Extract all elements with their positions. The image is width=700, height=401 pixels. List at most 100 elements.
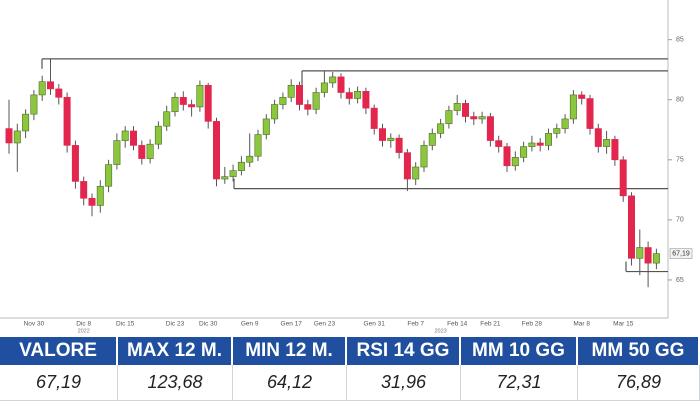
candle-body — [22, 113, 30, 132]
candle-body — [138, 145, 146, 159]
y-tick-label: 80 — [676, 97, 684, 104]
candle-body — [246, 155, 254, 163]
candle-body — [312, 92, 320, 110]
x-tick-label: Mar 8 — [573, 321, 590, 328]
year-label: 2022 — [78, 328, 90, 334]
table-cell: 123,68 — [118, 365, 233, 401]
candle-body — [105, 164, 113, 187]
x-tick-label: Feb 7 — [407, 321, 424, 328]
table-header: MAX 12 M. — [118, 337, 233, 365]
x-tick-label: Feb 21 — [480, 321, 501, 328]
x-tick-label: Feb 28 — [522, 321, 543, 328]
candle-body — [403, 152, 411, 180]
table-cell: 72,31 — [461, 365, 578, 401]
candle-body — [204, 85, 212, 122]
candle-body — [544, 133, 552, 146]
candle-body — [287, 85, 295, 98]
candle-body — [80, 181, 88, 199]
candle-body — [437, 123, 445, 134]
candle-body — [146, 143, 154, 159]
y-tick-label: 70 — [676, 217, 684, 224]
table-cell: 31,96 — [347, 365, 461, 401]
candle-body — [627, 195, 635, 259]
candle-body — [603, 139, 611, 147]
candle-body — [121, 130, 129, 141]
x-tick-label: Dic 30 — [199, 321, 218, 328]
candle-body — [337, 76, 345, 93]
table-header: RSI 14 GG — [347, 337, 461, 365]
candle-body — [329, 76, 337, 84]
candle-body — [188, 104, 196, 108]
last-price-label: 67,19 — [672, 250, 690, 257]
candle-body — [229, 170, 237, 177]
candle-body — [179, 97, 187, 105]
table-header: MIN 12 M. — [233, 337, 347, 365]
candle-body — [486, 116, 494, 141]
candle-body — [362, 91, 370, 109]
candle-body — [561, 118, 569, 129]
candle-body — [470, 116, 478, 120]
candle-body — [213, 121, 221, 180]
table-cell: 76,89 — [578, 365, 700, 401]
candle-body — [553, 128, 561, 134]
candle-body — [130, 130, 138, 146]
candle-body — [378, 128, 386, 141]
x-tick-label: Feb 14 — [447, 321, 468, 328]
candle-body — [652, 253, 660, 264]
table-header: VALORE — [0, 337, 118, 365]
x-tick-label: Nov 30 — [24, 321, 45, 328]
x-tick-label: Gen 23 — [314, 321, 336, 328]
candle-body — [412, 166, 420, 180]
candle-body — [171, 97, 179, 113]
y-tick-label: 65 — [676, 277, 684, 284]
candle-body — [503, 146, 511, 167]
candle-body — [395, 137, 403, 153]
x-tick-label: Gen 9 — [241, 321, 259, 328]
candle-body — [345, 92, 353, 99]
candle-body — [88, 197, 96, 206]
last-price-box — [669, 248, 693, 259]
candle-body — [536, 142, 544, 146]
table-header: MM 50 GG — [578, 337, 700, 365]
x-tick-label: Gen 17 — [281, 321, 303, 328]
candle-body — [262, 118, 270, 135]
candle-body — [46, 81, 54, 90]
candle-body — [237, 161, 245, 171]
candle-body — [511, 157, 519, 167]
candle-body — [619, 159, 627, 197]
candle-body — [113, 140, 121, 165]
x-tick-label: Dic 15 — [116, 321, 135, 328]
candle-body — [271, 104, 279, 120]
candle-body — [420, 145, 428, 168]
candle-body — [279, 97, 287, 105]
candle-body — [221, 176, 229, 180]
candle-body — [569, 94, 577, 120]
table-cell: 64,12 — [233, 365, 347, 401]
candle-body — [38, 81, 46, 96]
candle-body — [478, 116, 486, 120]
stats-table: VALORE MAX 12 M. MIN 12 M. RSI 14 GG MM … — [0, 337, 700, 401]
candle-body — [154, 125, 162, 145]
candle-body — [461, 103, 469, 117]
candle-body — [453, 103, 461, 111]
candle-body — [163, 111, 171, 127]
candle-body — [254, 134, 262, 157]
candle-body — [428, 133, 436, 146]
table-cell: 67,19 — [0, 365, 118, 401]
chart: 65 70 75 80 85 Nov 30 Dic 8 Dic 15 Dic 23 Dic 30 G… — [0, 0, 693, 334]
candle-body — [370, 107, 378, 129]
candle-body — [96, 185, 104, 206]
candle-body — [495, 140, 503, 147]
candle-body — [445, 110, 453, 125]
x-tick-label: Mar 15 — [613, 321, 634, 328]
candle-body — [295, 85, 303, 105]
candle-body — [30, 94, 38, 115]
candle-body — [644, 247, 652, 264]
candle-body — [636, 247, 644, 259]
candle-body — [5, 128, 13, 144]
y-tick-label: 75 — [676, 157, 684, 164]
candle-body — [71, 145, 79, 182]
candle-body — [578, 94, 586, 99]
candle-body — [354, 91, 362, 99]
